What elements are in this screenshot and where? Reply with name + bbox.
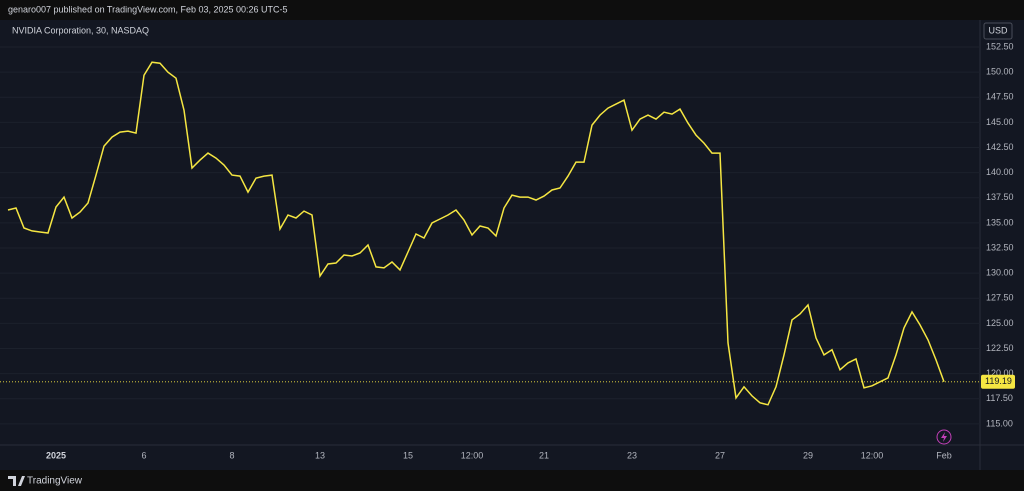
x-tick-label: Feb [936,450,952,460]
alert-bolt [941,432,947,442]
y-tick-label: 120.00 [986,368,1014,378]
x-tick-label: 23 [627,450,637,460]
currency[interactable]: USD [988,25,1008,35]
y-tick-label: 145.00 [986,117,1014,127]
y-tick-label: 135.00 [986,217,1014,227]
x-tick-label: 12:00 [461,450,484,460]
x-tick-label: 15 [403,450,413,460]
y-tick-label: 137.50 [986,192,1014,202]
y-tick-label: 130.00 [986,268,1014,278]
y-tick-label: 142.50 [986,142,1014,152]
y-tick-label: 152.50 [986,41,1014,51]
y-tick-label: 147.50 [986,92,1014,102]
y-tick-label: 140.00 [986,167,1014,177]
y-tick-label: 150.00 [986,67,1014,77]
chart-title: NVIDIA Corporation, 30, NASDAQ [12,25,149,35]
x-tick-label: 27 [715,450,725,460]
y-tick-label: 127.50 [986,293,1014,303]
chart-area [0,20,1024,470]
top-bar [0,0,1024,20]
plot: 115.00 117.50 120.00 122.50 125.00 127.50 130.… [0,41,1015,460]
x-tick-label: 12:00 [861,450,884,460]
x-tick-label: 21 [539,450,549,460]
x-tick-label: 2025 [46,450,66,460]
x-tick-label: 13 [315,450,325,460]
x-tick-label: 29 [803,450,813,460]
y-tick-label: 122.50 [986,343,1014,353]
brand: TradingView [27,476,83,487]
footer-bar [0,470,1024,491]
currency-box[interactable] [983,22,1013,40]
x-tick-label: 8 [229,450,234,460]
brand-logo [8,476,25,486]
y-tick-label: 125.00 [986,318,1014,328]
y-tick-label: 117.50 [986,393,1013,403]
price-line [7,61,945,406]
last-price-label: 119.19 [985,376,1012,386]
y-tick-label: 115.00 [986,418,1013,428]
x-tick-label: 6 [141,450,146,460]
last-price-box [981,374,1015,389]
alert-icon[interactable] [936,429,952,445]
y-tick-label: 132.50 [986,242,1014,252]
published-note: genaro007 published on TradingView.com, … [8,4,288,14]
